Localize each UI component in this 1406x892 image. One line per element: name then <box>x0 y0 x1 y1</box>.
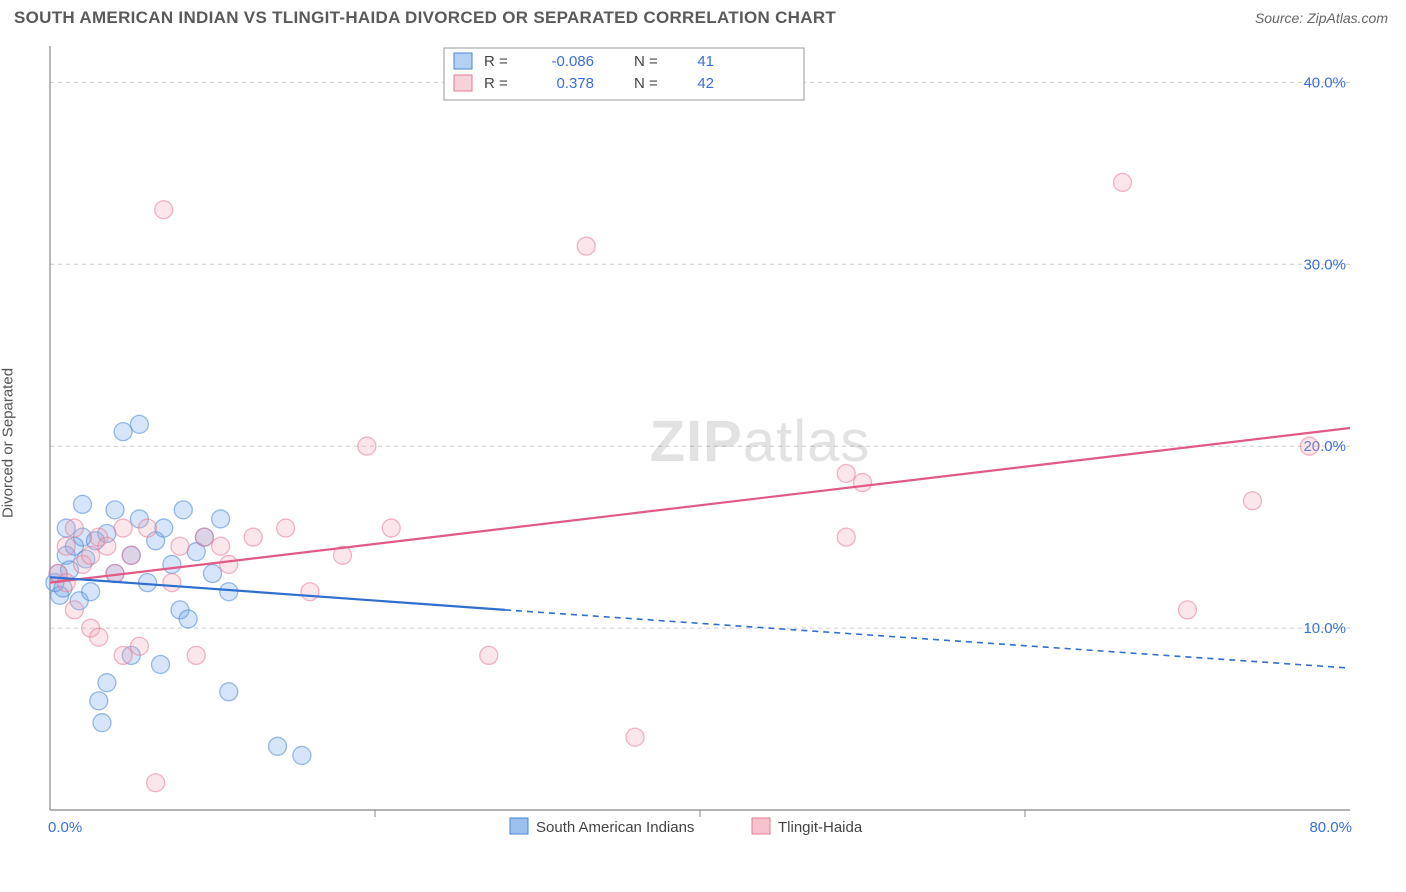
y-axis-label: Divorced or Separated <box>0 368 17 518</box>
scatter-point <box>269 737 287 755</box>
scatter-point <box>204 565 222 583</box>
scatter-point <box>1244 492 1262 510</box>
scatter-point <box>480 646 498 664</box>
scatter-point <box>358 437 376 455</box>
header: SOUTH AMERICAN INDIAN VS TLINGIT-HAIDA D… <box>0 0 1406 32</box>
y-tick-label: 40.0% <box>1303 74 1346 91</box>
scatter-point <box>98 537 116 555</box>
scatter-point <box>98 674 116 692</box>
scatter-point <box>114 519 132 537</box>
scatter-point <box>179 610 197 628</box>
stats-r-value: 0.378 <box>556 75 594 92</box>
scatter-point <box>854 474 872 492</box>
scatter-point <box>147 774 165 792</box>
scatter-point <box>57 574 75 592</box>
scatter-point <box>837 528 855 546</box>
source-attribution: Source: ZipAtlas.com <box>1255 10 1388 26</box>
scatter-point <box>114 423 132 441</box>
scatter-point <box>65 519 83 537</box>
trend-line-sai-solid <box>50 577 505 610</box>
y-tick-label: 10.0% <box>1303 620 1346 637</box>
x-tick-label: 80.0% <box>1309 819 1352 836</box>
legend-swatch <box>510 818 528 834</box>
stats-n-value: 42 <box>697 75 714 92</box>
scatter-point <box>139 574 157 592</box>
stats-n-label: N = <box>634 53 658 70</box>
scatter-point <box>90 628 108 646</box>
scatter-point <box>155 201 173 219</box>
scatter-point <box>382 519 400 537</box>
scatter-point <box>220 683 238 701</box>
scatter-point <box>65 601 83 619</box>
scatter-point <box>130 637 148 655</box>
scatter-point <box>57 537 75 555</box>
stats-n-label: N = <box>634 75 658 92</box>
scatter-point <box>837 464 855 482</box>
scatter-point <box>293 746 311 764</box>
scatter-point <box>163 574 181 592</box>
scatter-point <box>93 714 111 732</box>
chart-container: Divorced or Separated 10.0%20.0%30.0%40.… <box>14 38 1392 848</box>
scatter-point <box>212 537 230 555</box>
scatter-point <box>74 495 92 513</box>
scatter-point <box>244 528 262 546</box>
chart-title: SOUTH AMERICAN INDIAN VS TLINGIT-HAIDA D… <box>14 8 836 28</box>
scatter-point <box>220 583 238 601</box>
scatter-point <box>1300 437 1318 455</box>
scatter-point <box>1114 173 1132 191</box>
scatter-point <box>187 646 205 664</box>
legend-label: Tlingit-Haida <box>778 819 863 836</box>
scatter-point <box>212 510 230 528</box>
legend-label: South American Indians <box>536 819 694 836</box>
scatter-point <box>106 501 124 519</box>
stats-swatch <box>454 75 472 91</box>
scatter-point <box>82 583 100 601</box>
scatter-point <box>155 519 173 537</box>
scatter-point <box>577 237 595 255</box>
scatter-point <box>139 519 157 537</box>
scatter-point <box>171 537 189 555</box>
stats-r-label: R = <box>484 53 508 70</box>
scatter-point <box>301 583 319 601</box>
scatter-point <box>130 415 148 433</box>
scatter-point <box>277 519 295 537</box>
scatter-point <box>114 646 132 664</box>
x-tick-label: 0.0% <box>48 819 82 836</box>
scatter-point <box>1179 601 1197 619</box>
scatter-point <box>174 501 192 519</box>
trend-line-sai-dashed <box>505 610 1350 668</box>
scatter-point <box>195 528 213 546</box>
stats-r-label: R = <box>484 75 508 92</box>
scatter-point <box>163 555 181 573</box>
scatter-point <box>220 555 238 573</box>
correlation-scatter-chart: 10.0%20.0%30.0%40.0%0.0%80.0%ZIPatlasR =… <box>14 38 1364 848</box>
stats-swatch <box>454 53 472 69</box>
watermark: ZIPatlas <box>650 409 871 474</box>
scatter-point <box>626 728 644 746</box>
scatter-point <box>122 546 140 564</box>
scatter-point <box>152 655 170 673</box>
scatter-point <box>82 546 100 564</box>
stats-r-value: -0.086 <box>551 53 594 70</box>
legend-swatch <box>752 818 770 834</box>
stats-n-value: 41 <box>697 53 714 70</box>
scatter-point <box>90 692 108 710</box>
y-tick-label: 30.0% <box>1303 256 1346 273</box>
